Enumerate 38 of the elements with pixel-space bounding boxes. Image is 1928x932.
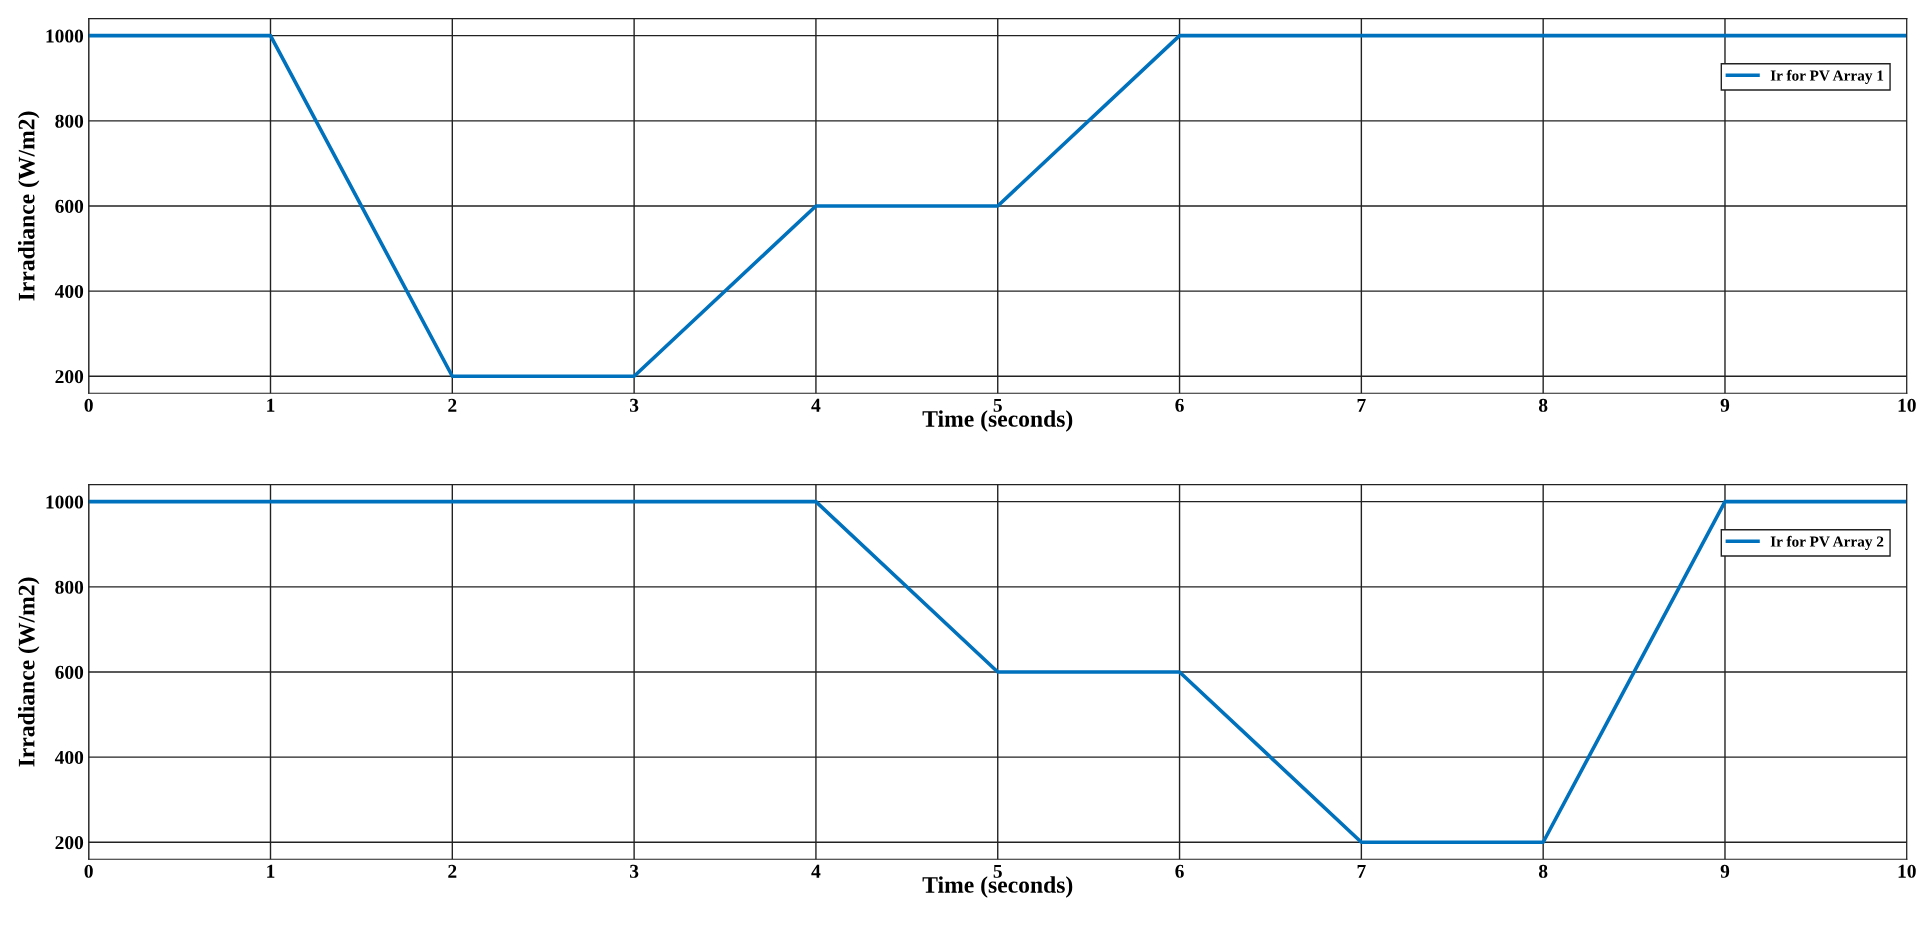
- x-axis-title: Time (seconds): [922, 410, 1073, 432]
- y-tick-label: 600: [55, 199, 84, 213]
- y-tick-label: 1000: [46, 495, 84, 509]
- x-tick-label: 3: [629, 398, 639, 412]
- x-tick-label: 0: [84, 398, 93, 412]
- x-tick-label: 9: [1720, 864, 1730, 878]
- y-tick-label: 800: [55, 580, 84, 594]
- x-tick-label: 6: [1175, 398, 1184, 412]
- x-tick-label: 7: [1357, 864, 1366, 878]
- x-tick-label: 2: [448, 398, 457, 412]
- x-tick-label: 2: [448, 864, 457, 878]
- x-tick-label: 4: [811, 864, 821, 878]
- y-tick-label: 200: [55, 836, 84, 850]
- x-tick-label: 1: [267, 864, 275, 878]
- x-tick-label: 5: [993, 864, 1002, 878]
- x-tick-label: 10: [1898, 864, 1916, 878]
- y-tick-label: 200: [55, 370, 84, 384]
- x-tick-label: 6: [1175, 864, 1184, 878]
- x-tick-label: 5: [993, 398, 1002, 412]
- x-tick-label: 8: [1538, 398, 1548, 412]
- y-axis-title: Irradiance (W/m2): [17, 577, 40, 767]
- x-tick-label: 8: [1538, 864, 1548, 878]
- y-tick-label: 1000: [46, 29, 84, 43]
- y-tick-label: 400: [54, 284, 84, 299]
- x-tick-label: 7: [1357, 398, 1366, 412]
- x-tick-label: 4: [811, 398, 821, 412]
- y-tick-label: 800: [55, 114, 84, 128]
- x-tick-label: 9: [1720, 398, 1730, 412]
- legend-label: Ir for PV Array 2: [1770, 535, 1884, 550]
- x-tick-label: 0: [84, 864, 93, 878]
- x-tick-label: 3: [629, 864, 639, 878]
- y-axis-title: Irradiance (W/m2): [17, 111, 40, 301]
- x-axis-title: Time (seconds): [922, 876, 1073, 898]
- x-tick-label: 1: [267, 398, 275, 412]
- x-tick-label: 10: [1898, 398, 1916, 412]
- y-tick-label: 600: [55, 665, 84, 679]
- y-tick-label: 400: [54, 750, 84, 765]
- legend-label: Ir for PV Array 1: [1770, 69, 1884, 84]
